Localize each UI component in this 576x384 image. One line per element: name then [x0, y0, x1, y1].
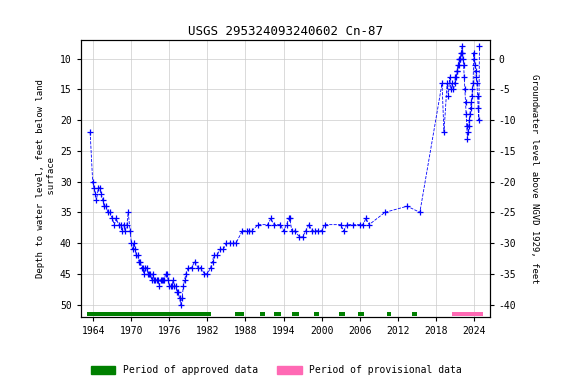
Bar — [358, 311, 364, 316]
Bar — [452, 311, 483, 316]
Bar — [387, 311, 391, 316]
Bar — [274, 311, 281, 316]
Bar — [292, 311, 300, 316]
Title: USGS 295324093240602 Cn-87: USGS 295324093240602 Cn-87 — [188, 25, 382, 38]
Bar — [234, 311, 244, 316]
Bar — [339, 311, 345, 316]
Y-axis label: Groundwater level above NGVD 1929, feet: Groundwater level above NGVD 1929, feet — [530, 74, 539, 283]
Bar — [314, 311, 319, 316]
Bar — [412, 311, 418, 316]
Legend: Period of approved data, Period of provisional data: Period of approved data, Period of provi… — [87, 361, 466, 379]
Bar — [87, 311, 211, 316]
Bar — [260, 311, 265, 316]
Y-axis label: Depth to water level, feet below land
 surface: Depth to water level, feet below land su… — [36, 79, 56, 278]
